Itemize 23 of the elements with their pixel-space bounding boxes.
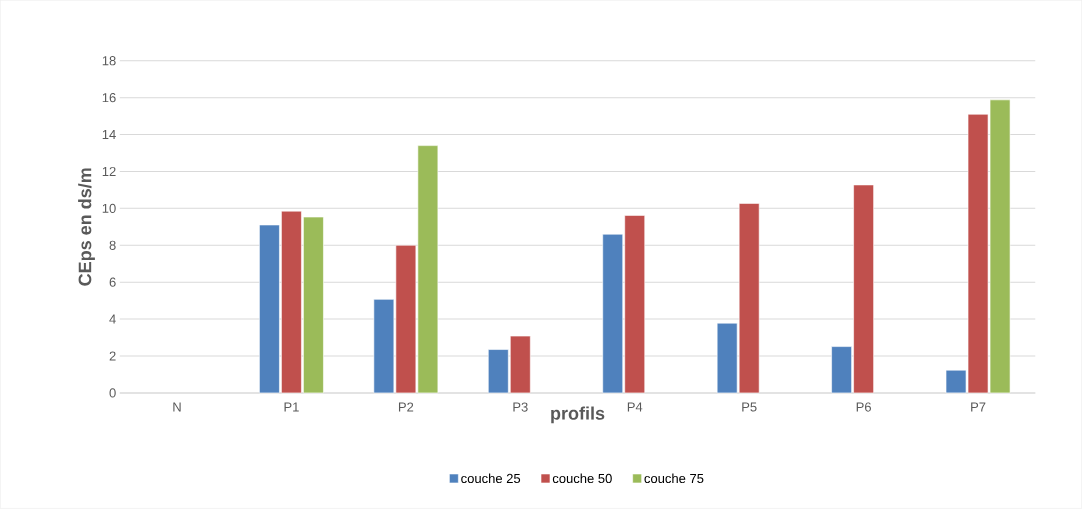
legend-label: couche 75 [644,473,704,484]
x-tick-label: P3 [513,402,528,412]
x-tick-label: P6 [856,402,871,412]
x-tick-label: P1 [284,402,299,412]
y-tick-label: 14 [102,130,116,140]
x-tick-label: P4 [627,402,643,412]
x-axis-title: profils [551,406,605,424]
y-tick-label: 2 [109,351,116,361]
y-axis-title: CEps en ds/m [78,168,95,286]
y-tick-label: 16 [102,93,116,103]
x-tick-label: P5 [742,402,757,412]
y-tick-label: 0 [109,388,116,398]
legend-label: couche 50 [552,473,612,484]
y-tick-label: 4 [109,314,116,324]
y-tick-label: 12 [102,167,116,177]
x-tick-label: P2 [398,402,414,412]
y-tick-label: 18 [102,56,116,66]
x-tick-label: N [173,402,181,412]
x-tick-label: P7 [971,402,986,412]
y-tick-label: 6 [109,277,116,287]
y-tick-label: 8 [109,240,116,251]
legend-label: couche 25 [461,473,521,484]
y-tick-label: 10 [102,203,116,214]
